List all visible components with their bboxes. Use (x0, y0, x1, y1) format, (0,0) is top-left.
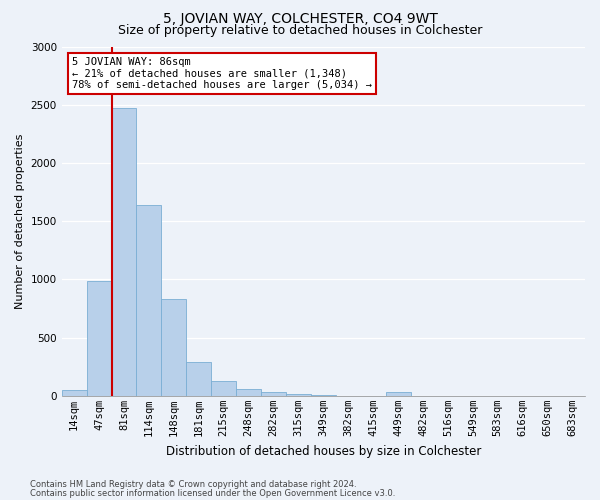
Bar (386, 392, 410, 396)
Bar (62, 390, 86, 396)
Text: Contains HM Land Registry data © Crown copyright and database right 2024.: Contains HM Land Registry data © Crown c… (30, 480, 356, 489)
Bar (211, 380, 236, 396)
Bar (112, 108, 136, 396)
Y-axis label: Number of detached properties: Number of detached properties (15, 134, 25, 309)
X-axis label: Distribution of detached houses by size in Colchester: Distribution of detached houses by size … (166, 444, 481, 458)
Bar (136, 205, 161, 396)
Text: Size of property relative to detached houses in Colchester: Size of property relative to detached ho… (118, 24, 482, 37)
Text: 5, JOVIAN WAY, COLCHESTER, CO4 9WT: 5, JOVIAN WAY, COLCHESTER, CO4 9WT (163, 12, 437, 26)
Bar (86, 280, 112, 396)
Bar (236, 390, 261, 396)
Bar (186, 362, 211, 396)
Text: Contains public sector information licensed under the Open Government Licence v3: Contains public sector information licen… (30, 488, 395, 498)
Text: 5 JOVIAN WAY: 86sqm
← 21% of detached houses are smaller (1,348)
78% of semi-det: 5 JOVIAN WAY: 86sqm ← 21% of detached ho… (72, 57, 372, 90)
Bar (286, 394, 311, 396)
Bar (261, 392, 286, 396)
Bar (161, 299, 186, 396)
